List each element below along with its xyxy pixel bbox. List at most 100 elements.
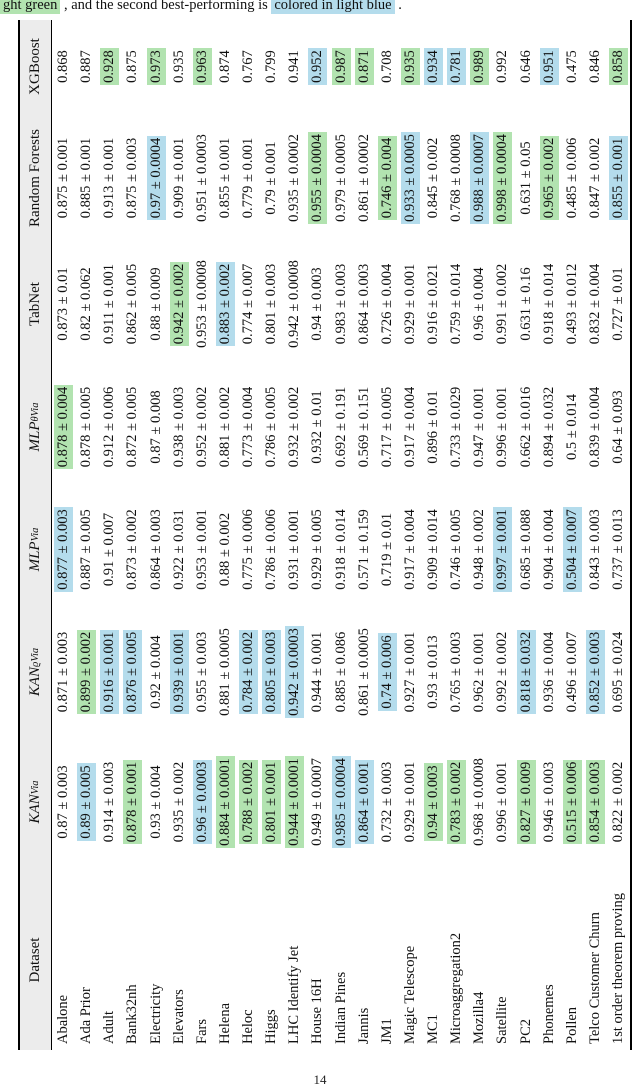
second-best-value-highlight: 0.781: [447, 48, 467, 85]
value-cell: 0.983 ± 0.003: [330, 243, 353, 365]
value-text: 0.916 ± 0.021: [425, 263, 442, 345]
best-value-highlight: 0.965 ± 0.002: [539, 135, 559, 221]
value-cell: 0.504 ± 0.007: [561, 489, 584, 610]
value-cell: 0.864 ± 0.003: [145, 489, 168, 610]
value-cell: 0.662 ± 0.016: [515, 365, 538, 489]
value-cell: 0.918 ± 0.014: [330, 489, 353, 610]
value-cell: 0.695 ± 0.024: [607, 610, 630, 734]
value-cell: 0.979 ± 0.0005: [330, 113, 353, 243]
value-text: 0.918 ± 0.014: [540, 263, 557, 345]
value-cell: 0.887: [75, 20, 98, 113]
dataset-name-cell: Microaggregation2: [448, 932, 465, 1044]
value-text: 0.773 ± 0.004: [240, 386, 257, 468]
value-text: 0.767: [240, 50, 257, 83]
value-cell: 0.939 ± 0.001: [168, 610, 191, 734]
dataset-name-cell: LHC Identify Jet: [286, 945, 303, 1044]
value-text: 0.996 ± 0.001: [494, 761, 511, 843]
value-cell: 0.988 ± 0.0007: [468, 113, 491, 243]
value-text: 0.864 ± 0.003: [147, 509, 164, 590]
value-cell: 0.899 ± 0.002: [75, 610, 98, 734]
second-best-value-highlight: 0.855 ± 0.001: [609, 135, 629, 221]
table-row: Phonemes 0.946 ± 0.003 0.936 ± 0.004 0.904 …: [538, 20, 561, 1050]
value-text: 0.64 ± 0.093: [610, 390, 627, 464]
value-cell: 0.727 ± 0.01: [607, 243, 630, 365]
value-text: 0.938 ± 0.003: [170, 386, 187, 468]
value-cell: 0.91 ± 0.007: [98, 489, 121, 610]
table-row: Jannis 0.864 ± 0.001 0.861 ± 0.0005 0.571 ±…: [353, 20, 376, 1050]
value-text: 0.87 ± 0.003: [55, 765, 72, 839]
value-text: 0.732 ± 0.003: [378, 761, 395, 843]
value-cell: 0.909 ± 0.014: [422, 489, 445, 610]
value-text: 0.571 ± 0.159: [355, 509, 372, 590]
best-value-highlight: 0.854 ± 0.003: [585, 759, 605, 845]
value-cell: 0.708: [376, 20, 399, 113]
value-cell: 0.93 ± 0.004: [145, 734, 168, 870]
second-best-value-highlight: 0.96 ± 0.0003: [192, 759, 212, 845]
value-text: 0.894 ± 0.032: [540, 386, 557, 468]
value-cell: 0.93 ± 0.013: [422, 610, 445, 734]
best-value-highlight: 0.871: [354, 48, 374, 85]
value-text: 0.719 ± 0.01: [378, 512, 395, 587]
value-cell: 0.64 ± 0.093: [607, 365, 630, 489]
table-row: Telco Customer Churn 0.854 ± 0.003 0.852 ±…: [584, 20, 607, 1050]
table-row: Helena 0.884 ± 0.0001 0.881 ± 0.0005 0.88 ±…: [214, 20, 237, 1050]
value-cell: 0.96 ± 0.004: [468, 243, 491, 365]
table-row: Mozilla4 0.968 ± 0.0008 0.962 ± 0.001 0.948…: [468, 20, 491, 1050]
table-header-row: Dataset KAN Via KAN ϱ Via MLP Via MLP θ Via TabNet…: [18, 20, 52, 1050]
value-cell: 0.861 ± 0.0002: [353, 113, 376, 243]
value-cell: 0.855 ± 0.001: [607, 113, 630, 243]
value-cell: 0.858: [607, 20, 630, 113]
second-best-value-highlight: 0.877 ± 0.003: [54, 507, 74, 592]
value-cell: 0.927 ± 0.001: [399, 610, 422, 734]
value-cell: 0.79 ± 0.001: [260, 113, 283, 243]
value-cell: 0.786 ± 0.006: [260, 489, 283, 610]
value-cell: 0.896 ± 0.01: [422, 365, 445, 489]
best-value-highlight: 0.788 ± 0.002: [239, 759, 259, 845]
value-text: 0.968 ± 0.0008: [471, 758, 488, 846]
value-cell: 0.854 ± 0.003: [584, 734, 607, 870]
value-text: 0.855 ± 0.001: [216, 137, 233, 219]
value-cell: 0.885 ± 0.001: [75, 113, 98, 243]
value-cell: 0.885 ± 0.086: [330, 610, 353, 734]
value-text: 0.631 ± 0.16: [517, 267, 534, 341]
second-best-value-highlight: 0.818 ± 0.032: [516, 629, 536, 715]
value-text: 0.861 ± 0.0002: [355, 134, 372, 222]
value-cell: 0.941: [283, 20, 306, 113]
value-cell: 0.631 ± 0.05: [515, 113, 538, 243]
value-cell: 0.955 ± 0.0004: [306, 113, 329, 243]
value-text: 0.864 ± 0.003: [355, 263, 372, 345]
best-value-highlight: 0.515 ± 0.006: [562, 759, 582, 845]
value-text: 0.992: [494, 50, 511, 83]
value-cell: 0.493 ± 0.012: [561, 243, 584, 365]
value-cell: 0.942 ± 0.002: [168, 243, 191, 365]
value-cell: 0.781: [445, 20, 468, 113]
value-cell: 0.878 ± 0.004: [52, 365, 75, 489]
value-cell: 0.774 ± 0.007: [237, 243, 260, 365]
value-cell: 0.692 ± 0.191: [330, 365, 353, 489]
value-text: 0.96 ± 0.004: [471, 267, 488, 341]
table-row: Magic Telescope 0.929 ± 0.001 0.927 ± 0.00…: [399, 20, 422, 1050]
table-row: Heloc 0.788 ± 0.002 0.784 ± 0.002 0.775 ± 0…: [237, 20, 260, 1050]
value-text: 0.872 ± 0.005: [124, 386, 141, 468]
value-cell: 0.942 ± 0.0008: [283, 243, 306, 365]
page-number: 14: [313, 1072, 327, 1087]
value-text: 0.799: [263, 50, 280, 83]
second-best-value-highlight: 0.951: [539, 48, 559, 85]
value-cell: 0.82 ± 0.062: [75, 243, 98, 365]
value-text: 0.871 ± 0.003: [55, 631, 72, 713]
table-row: Pollen 0.515 ± 0.006 0.496 ± 0.007 0.504 ± …: [561, 20, 584, 1050]
value-cell: 0.933 ± 0.0005: [399, 113, 422, 243]
value-cell: 0.843 ± 0.003: [584, 489, 607, 610]
best-value-highlight: 0.935: [400, 48, 420, 85]
dataset-name-cell: Heloc: [240, 1009, 257, 1044]
value-text: 0.946 ± 0.003: [540, 761, 557, 843]
dataset-name-cell: House 16H: [309, 978, 326, 1044]
value-text: 0.873 ± 0.002: [124, 509, 141, 590]
value-text: 0.911 ± 0.001: [101, 264, 118, 344]
table-row: LHC Identify Jet 0.944 ± 0.0001 0.942 ± 0.…: [283, 20, 306, 1050]
best-value-highlight: 0.858: [609, 48, 629, 85]
value-cell: 0.948 ± 0.002: [468, 489, 491, 610]
dataset-name-cell: Ada Prior: [78, 987, 95, 1044]
value-cell: 0.864 ± 0.001: [353, 734, 376, 870]
value-text: 0.847 ± 0.002: [586, 137, 603, 219]
